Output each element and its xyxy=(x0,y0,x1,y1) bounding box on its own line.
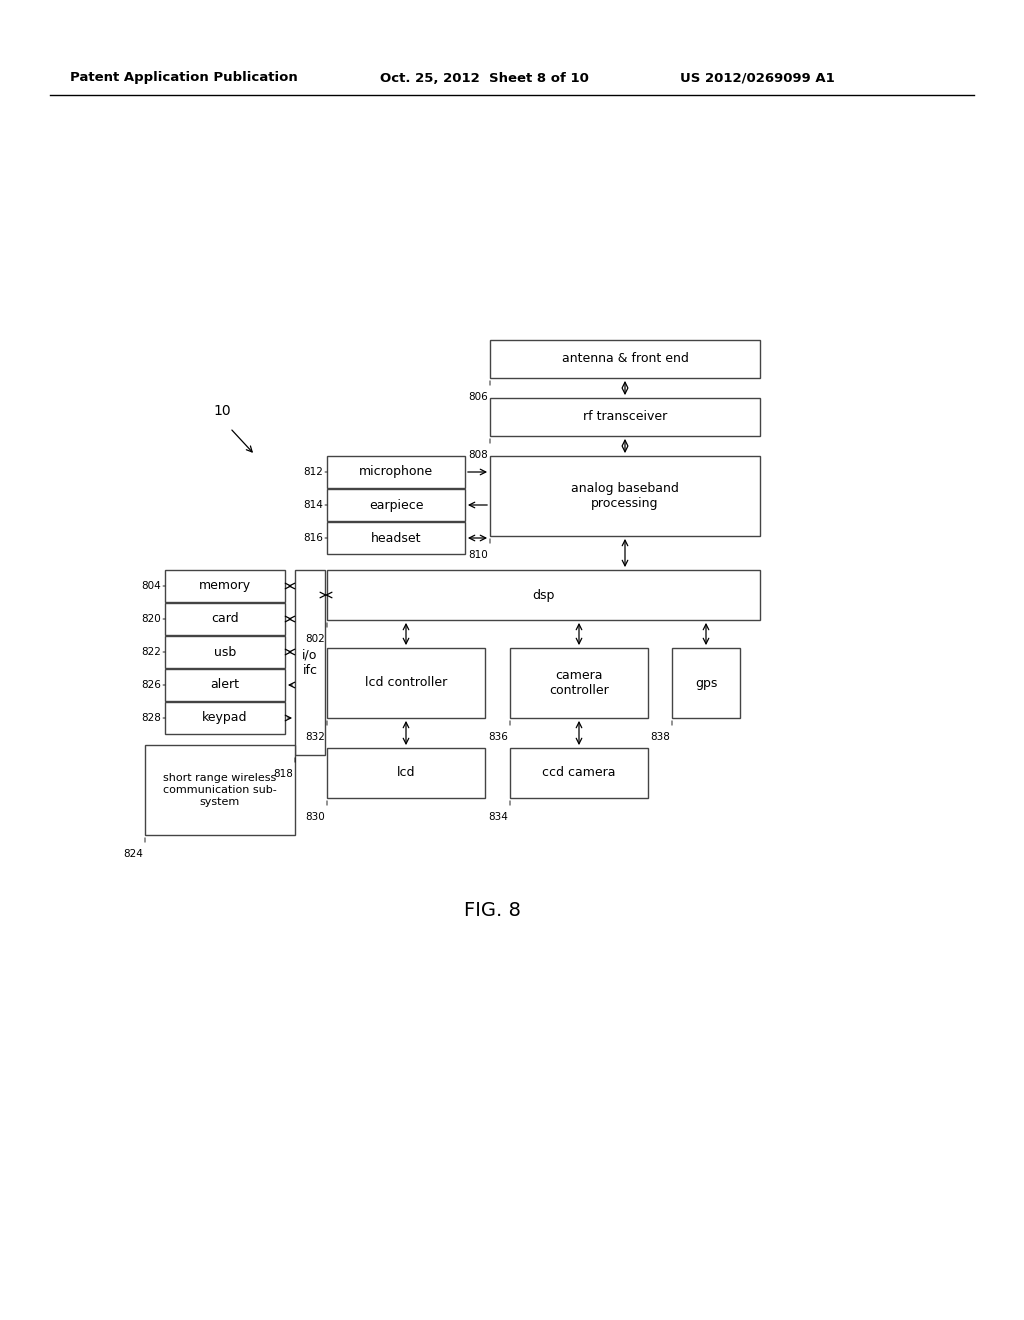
Text: 10: 10 xyxy=(213,404,230,418)
Bar xyxy=(510,748,648,799)
Text: 818: 818 xyxy=(273,770,293,779)
Bar xyxy=(165,603,285,635)
Text: 814: 814 xyxy=(303,500,323,510)
Text: 804: 804 xyxy=(141,581,161,591)
Text: alert: alert xyxy=(211,678,240,692)
Bar xyxy=(327,748,485,799)
Bar xyxy=(490,399,760,436)
Text: usb: usb xyxy=(214,645,237,659)
Text: 830: 830 xyxy=(305,812,325,822)
Text: ccd camera: ccd camera xyxy=(543,767,615,780)
Bar xyxy=(165,669,285,701)
Bar xyxy=(145,744,295,836)
Text: 816: 816 xyxy=(303,533,323,543)
Text: lcd controller: lcd controller xyxy=(365,676,447,689)
Text: memory: memory xyxy=(199,579,251,593)
Text: FIG. 8: FIG. 8 xyxy=(464,900,520,920)
Text: 826: 826 xyxy=(141,680,161,690)
Text: short range wireless
communication sub-
system: short range wireless communication sub- … xyxy=(163,774,276,807)
Bar xyxy=(295,570,325,755)
Bar xyxy=(327,648,485,718)
Text: Oct. 25, 2012  Sheet 8 of 10: Oct. 25, 2012 Sheet 8 of 10 xyxy=(380,71,589,84)
Bar xyxy=(327,488,465,521)
Text: 838: 838 xyxy=(650,733,670,742)
Text: gps: gps xyxy=(695,676,717,689)
Bar xyxy=(672,648,740,718)
Text: 828: 828 xyxy=(141,713,161,723)
Text: Patent Application Publication: Patent Application Publication xyxy=(70,71,298,84)
Text: headset: headset xyxy=(371,532,421,544)
Text: 834: 834 xyxy=(488,812,508,822)
Bar xyxy=(327,570,760,620)
Bar xyxy=(327,455,465,488)
Text: dsp: dsp xyxy=(532,589,555,602)
Text: 812: 812 xyxy=(303,467,323,477)
Text: 802: 802 xyxy=(305,634,325,644)
Text: earpiece: earpiece xyxy=(369,499,423,511)
Bar xyxy=(490,341,760,378)
Text: microphone: microphone xyxy=(359,466,433,479)
Text: analog baseband
processing: analog baseband processing xyxy=(571,482,679,510)
Bar xyxy=(327,521,465,554)
Text: 822: 822 xyxy=(141,647,161,657)
Text: lcd: lcd xyxy=(396,767,416,780)
Bar xyxy=(490,455,760,536)
Text: rf transceiver: rf transceiver xyxy=(583,411,667,424)
Text: antenna & front end: antenna & front end xyxy=(561,352,688,366)
Bar xyxy=(165,702,285,734)
Text: card: card xyxy=(211,612,239,626)
Text: i/o
ifc: i/o ifc xyxy=(302,648,317,676)
Text: 806: 806 xyxy=(468,392,488,403)
Text: camera
controller: camera controller xyxy=(549,669,609,697)
Text: US 2012/0269099 A1: US 2012/0269099 A1 xyxy=(680,71,835,84)
Text: 824: 824 xyxy=(123,849,143,859)
Text: 836: 836 xyxy=(488,733,508,742)
Text: 810: 810 xyxy=(468,550,488,560)
Text: 820: 820 xyxy=(141,614,161,624)
Bar xyxy=(165,636,285,668)
Text: 808: 808 xyxy=(468,450,488,459)
Text: keypad: keypad xyxy=(203,711,248,725)
Bar xyxy=(165,570,285,602)
Bar xyxy=(510,648,648,718)
Text: 832: 832 xyxy=(305,733,325,742)
